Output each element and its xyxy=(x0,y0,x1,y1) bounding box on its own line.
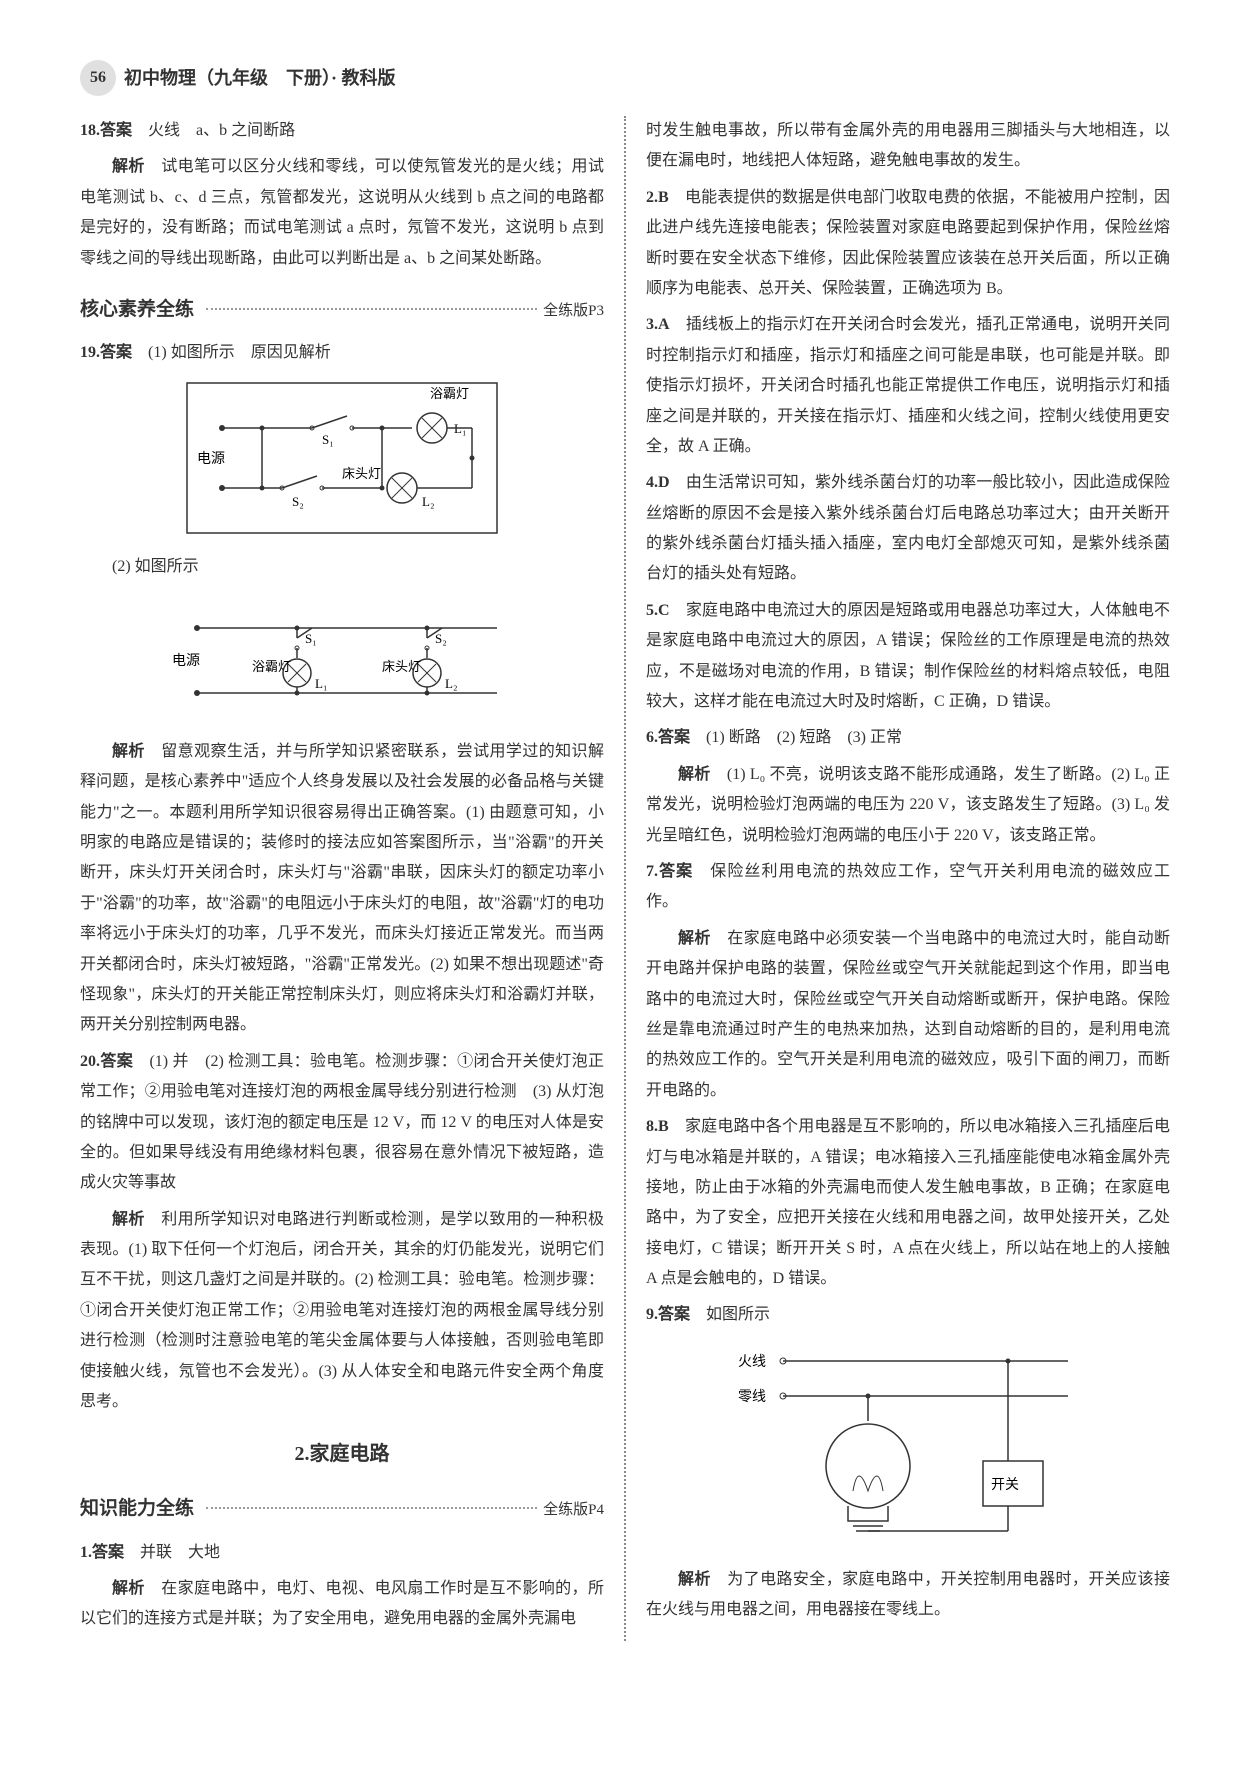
q1-continuation: 时发生触电事故，所以带有金属外壳的用电器用三脚插头与大地相连，以便在漏电时，地线… xyxy=(646,116,1170,177)
right-column: 时发生触电事故，所以带有金属外壳的用电器用三脚插头与大地相连，以便在漏电时，地线… xyxy=(624,116,1170,1641)
svg-text:S₂: S₂ xyxy=(292,494,304,509)
q3-text: 3.A 插线板上的指示灯在开关闭合时会发光，插孔正常通电，说明开关同时控制指示灯… xyxy=(646,310,1170,462)
q18-explanation: 解析 试电笔可以区分火线和零线，可以使氖管发光的是火线；用试电笔测试 b、c、d… xyxy=(80,152,604,274)
q8-text: 8.B 家庭电路中各个用电器是互不影响的，所以电冰箱接入三孔插座后电灯与电冰箱是… xyxy=(646,1112,1170,1294)
circuit-diagram-1: 电源 S₁ 浴霸灯 L₁ S₂ xyxy=(182,378,502,538)
svg-text:浴霸灯: 浴霸灯 xyxy=(252,659,291,674)
svg-text:床头灯: 床头灯 xyxy=(342,466,381,481)
two-column-content: 18.答案 火线 a、b 之间断路 解析 试电笔可以区分火线和零线，可以使氖管发… xyxy=(80,116,1170,1641)
page-header: 56 初中物理（九年级 下册）· 教科版 xyxy=(80,60,1170,96)
q20-explanation: 解析 利用所学知识对电路进行判断或检测，是学以致用的一种积极表现。(1) 取下任… xyxy=(80,1205,604,1418)
dots-divider xyxy=(206,1507,537,1509)
svg-text:S₁: S₁ xyxy=(322,432,334,447)
svg-text:L₁: L₁ xyxy=(315,676,327,691)
book-title: 初中物理（九年级 下册）· 教科版 xyxy=(124,61,396,95)
svg-text:电源: 电源 xyxy=(172,653,200,669)
q19-answer1: 19.答案 (1) 如图所示 原因见解析 xyxy=(80,338,604,368)
svg-text:浴霸灯: 浴霸灯 xyxy=(430,386,469,401)
q19-answer2: (2) 如图所示 xyxy=(80,552,604,582)
q18-answer: 18.答案 火线 a、b 之间断路 xyxy=(80,116,604,146)
q1-answer: 1.答案 并联 大地 xyxy=(80,1538,604,1568)
q5-text: 5.C 家庭电路中电流过大的原因是短路或用电器总功率过大，人体触电不是家庭电路中… xyxy=(646,596,1170,718)
dots-divider xyxy=(206,308,537,310)
section-core-literacy: 核心素养全练 全练版P3 xyxy=(80,292,604,328)
q1-explanation: 解析 在家庭电路中，电灯、电视、电风扇工作时是互不影响的，所以它们的连接方式是并… xyxy=(80,1574,604,1635)
svg-text:火线: 火线 xyxy=(738,1354,766,1370)
subsection-title: 2.家庭电路 xyxy=(80,1435,604,1473)
q9-answer: 9.答案 如图所示 xyxy=(646,1300,1170,1330)
q19-explanation: 解析 留意观察生活，并与所学知识紧密联系，尝试用学过的知识解释问题，是核心素养中… xyxy=(80,737,604,1041)
page-number-badge: 56 xyxy=(80,60,116,96)
q6-answer: 6.答案 (1) 断路 (2) 短路 (3) 正常 xyxy=(646,723,1170,753)
circuit-diagram-2: 电源 S₁ 浴霸灯 L₁ S₂ xyxy=(167,593,517,723)
svg-text:S₁: S₁ xyxy=(305,631,317,646)
q20-answer: 20.答案 (1) 并 (2) 检测工具：验电笔。检测步骤：①闭合开关使灯泡正常… xyxy=(80,1047,604,1199)
q4-text: 4.D 由生活常识可知，紫外线杀菌台灯的功率一般比较小，因此造成保险丝熔断的原因… xyxy=(646,468,1170,590)
svg-text:床头灯: 床头灯 xyxy=(382,659,421,674)
svg-text:零线: 零线 xyxy=(738,1389,766,1405)
q9-explanation: 解析 为了电路安全，家庭电路中，开关控制用电器时，开关应该接在火线与用电器之间，… xyxy=(646,1565,1170,1626)
q7-answer: 7.答案 保险丝利用电流的热效应工作，空气开关利用电流的磁效应工作。 xyxy=(646,857,1170,918)
left-column: 18.答案 火线 a、b 之间断路 解析 试电笔可以区分火线和零线，可以使氖管发… xyxy=(80,116,604,1641)
svg-text:L₂: L₂ xyxy=(445,676,457,691)
svg-text:L₂: L₂ xyxy=(422,494,434,509)
section-knowledge-ability: 知识能力全练 全练版P4 xyxy=(80,1491,604,1527)
svg-text:S₂: S₂ xyxy=(435,631,447,646)
q7-explanation: 解析 在家庭电路中必须安装一个当电路中的电流过大时，能自动断开电路并保护电路的装… xyxy=(646,924,1170,1106)
q2-text: 2.B 电能表提供的数据是供电部门收取电费的依据，不能被用户控制，因此进户线先连… xyxy=(646,183,1170,305)
q6-explanation: 解析 (1) L₀ 不亮，说明该支路不能形成通路，发生了断路。(2) L₀ 正常… xyxy=(646,760,1170,851)
svg-text:电源: 电源 xyxy=(197,451,225,467)
svg-text:开关: 开关 xyxy=(991,1477,1019,1493)
circuit-diagram-q9: 火线 零线 开关 xyxy=(728,1341,1088,1551)
